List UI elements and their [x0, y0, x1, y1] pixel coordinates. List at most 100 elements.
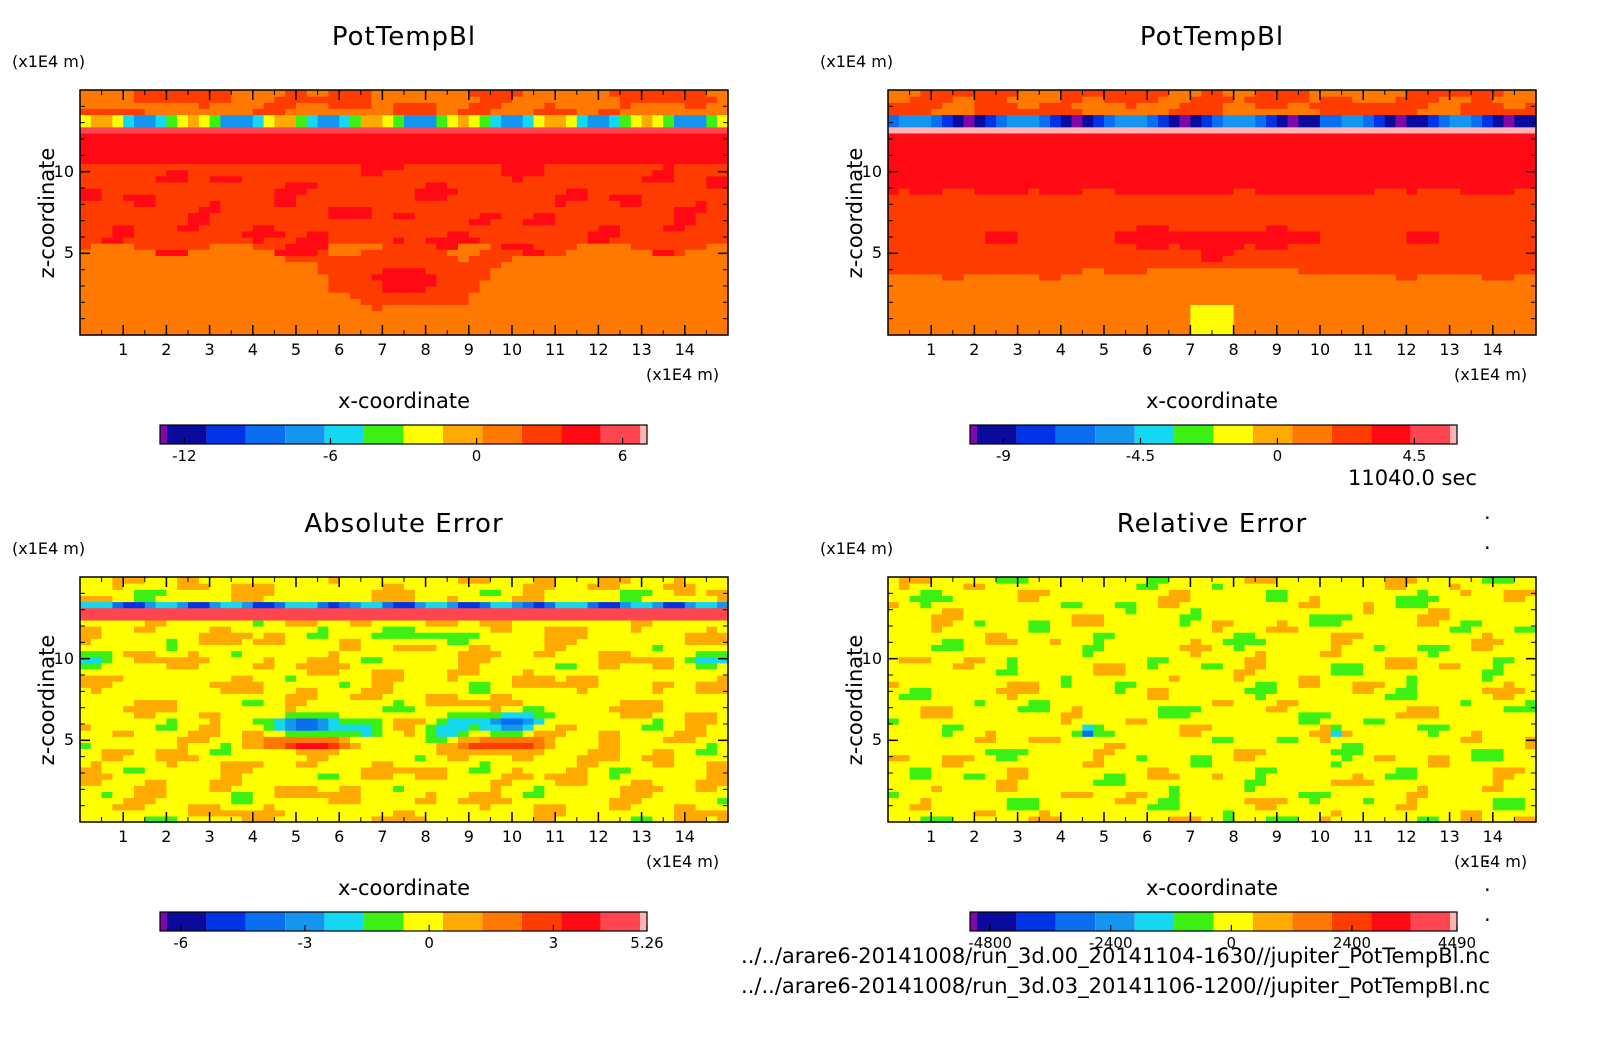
heatmap-cell	[1147, 157, 1159, 165]
heatmap-cell	[252, 181, 265, 189]
heatmap-cell	[1276, 102, 1289, 109]
heatmap-cell	[974, 279, 986, 287]
heatmap-cell	[112, 286, 124, 293]
heatmap-cell	[1255, 200, 1267, 207]
heatmap-cell	[1147, 181, 1159, 189]
heatmap-cell	[1482, 292, 1494, 299]
heatmap-cell	[1492, 181, 1505, 189]
heatmap-cell	[350, 224, 362, 232]
heatmap-cell	[220, 102, 232, 109]
heatmap-cell	[587, 212, 599, 220]
heatmap-cell	[1384, 224, 1397, 232]
heatmap-cell	[425, 298, 437, 305]
heatmap-cell	[296, 114, 308, 122]
heatmap-cell	[1460, 322, 1472, 330]
heatmap-cell	[1449, 169, 1461, 177]
heatmap-cell	[1114, 194, 1127, 201]
heatmap-cell	[1028, 279, 1040, 287]
heatmap-cell	[1287, 230, 1299, 238]
heatmap-cell	[963, 224, 975, 232]
heatmap-cell	[306, 261, 319, 269]
heatmap-cell	[920, 267, 932, 275]
heatmap-cell	[425, 322, 437, 330]
heatmap-cell	[490, 224, 502, 232]
heatmap-cell	[717, 163, 729, 171]
heatmap-cell	[1125, 224, 1137, 232]
heatmap-cell	[1395, 132, 1407, 140]
heatmap-cell	[1168, 200, 1181, 207]
heatmap-cell	[522, 273, 535, 281]
heatmap-cell	[144, 322, 157, 330]
heatmap-cell	[1050, 298, 1062, 305]
heatmap-cell	[1244, 328, 1256, 336]
heatmap-cell	[1060, 212, 1073, 220]
heatmap-cell	[155, 181, 167, 189]
heatmap-cell	[1147, 328, 1159, 336]
heatmap-cell	[371, 114, 383, 122]
heatmap-cell	[1482, 90, 1494, 97]
heatmap-cell	[1125, 126, 1137, 134]
heatmap-cell	[263, 151, 275, 158]
heatmap-cell	[931, 237, 943, 244]
heatmap-cell	[1395, 114, 1407, 122]
heatmap-cell	[458, 96, 470, 103]
heatmap-cell	[1147, 255, 1159, 263]
heatmap-cell	[695, 298, 707, 305]
heatmap-cell	[898, 267, 911, 275]
heatmap-cell	[414, 237, 427, 244]
heatmap-cell	[425, 218, 437, 226]
heatmap-cell	[231, 139, 243, 146]
heatmap-cell	[1352, 322, 1364, 330]
heatmap-cell	[1255, 286, 1267, 293]
colorbar-swatch	[324, 425, 365, 444]
heatmap-cell	[1449, 292, 1461, 299]
heatmap-cell	[1006, 108, 1019, 116]
heatmap-cell	[1298, 108, 1310, 116]
heatmap-cell	[1471, 181, 1483, 189]
heatmap-cell	[1492, 310, 1505, 318]
heatmap-cell	[1266, 194, 1278, 201]
heatmap-cell	[468, 194, 481, 201]
heatmap-cell	[974, 230, 986, 238]
heatmap-cell	[1384, 218, 1397, 226]
heatmap-cell	[909, 310, 921, 318]
heatmap-cell	[898, 249, 911, 256]
heatmap-cell	[909, 181, 921, 189]
heatmap-cell	[544, 328, 556, 336]
heatmap-cell	[609, 90, 621, 97]
heatmap-cell	[1320, 286, 1332, 293]
heatmap-cell	[1060, 249, 1073, 256]
heatmap-cell	[263, 206, 275, 214]
heatmap-cell	[242, 188, 254, 195]
heatmap-cell	[1028, 194, 1040, 201]
heatmap-cell	[1492, 194, 1505, 201]
y-tick-label: 10	[861, 648, 882, 668]
heatmap-cell	[695, 194, 707, 201]
heatmap-cell	[1406, 224, 1418, 232]
heatmap-cell	[285, 181, 297, 189]
heatmap-cell	[1201, 286, 1213, 293]
heatmap-cell	[285, 261, 297, 269]
heatmap-cell	[1395, 255, 1407, 263]
heatmap-cell	[188, 322, 200, 330]
heatmap-cell	[706, 316, 718, 324]
heatmap-cell	[317, 120, 329, 128]
heatmap-cell	[80, 286, 92, 293]
heatmap-cell	[1266, 224, 1278, 232]
heatmap-cell	[663, 237, 675, 244]
heatmap-cell	[898, 163, 911, 171]
heatmap-cell	[198, 328, 211, 336]
heatmap-cell	[1136, 126, 1148, 134]
heatmap-cell	[1363, 132, 1375, 140]
heatmap-cell	[479, 243, 491, 250]
heatmap-cell	[501, 126, 513, 134]
heatmap-cell	[996, 102, 1008, 109]
heatmap-cell	[1492, 286, 1505, 293]
heatmap-cell	[1341, 102, 1353, 109]
heatmap-cell	[587, 292, 599, 299]
heatmap-cell	[1028, 298, 1040, 305]
heatmap-cell	[1147, 163, 1159, 171]
heatmap-cell	[942, 249, 954, 256]
x-axis-title: x-coordinate	[337, 389, 470, 413]
heatmap-cell	[544, 279, 556, 287]
